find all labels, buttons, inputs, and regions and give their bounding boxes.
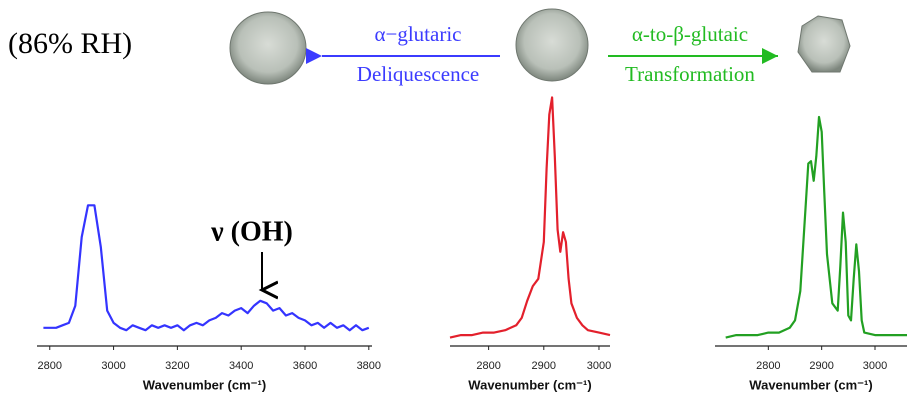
spectrum-line <box>726 117 907 338</box>
arrow-top-label: α−glutaric <box>375 22 462 46</box>
x-tick-label: 2900 <box>532 360 556 372</box>
arrow-top-label: α-to-β-glutaic <box>632 22 748 46</box>
x-tick-label: 2800 <box>38 360 62 372</box>
x-tick-label: 2800 <box>476 360 500 372</box>
arrow-bottom-label: Transformation <box>625 62 755 86</box>
x-axis-title: Wavenumber (cm⁻¹) <box>749 377 872 392</box>
droplet <box>516 9 588 81</box>
x-tick-label: 3600 <box>293 360 317 372</box>
x-tick-label: 3000 <box>587 360 611 372</box>
x-tick-label: 3800 <box>357 360 381 372</box>
x-tick-label: 3400 <box>229 360 253 372</box>
annotation: ν (OH) <box>210 216 293 247</box>
spectrum-line <box>43 205 368 330</box>
x-tick-label: 3200 <box>165 360 189 372</box>
figure: (86% RH) α−glutaric Deliquescence α-to-β… <box>0 0 908 398</box>
spectrum-line <box>450 97 610 337</box>
x-axis-title: Wavenumber (cm⁻¹) <box>143 377 266 392</box>
x-axis-title: Wavenumber (cm⁻¹) <box>468 377 591 392</box>
x-tick-label: 3000 <box>101 360 125 372</box>
droplet <box>230 12 306 84</box>
x-tick-label: 2800 <box>756 360 780 372</box>
x-tick-label: 3000 <box>863 360 887 372</box>
x-tick-label: 2900 <box>809 360 833 372</box>
crystal <box>798 16 850 72</box>
condition: (86% RH) <box>8 27 132 60</box>
arrow-bottom-label: Deliquescence <box>357 62 479 86</box>
